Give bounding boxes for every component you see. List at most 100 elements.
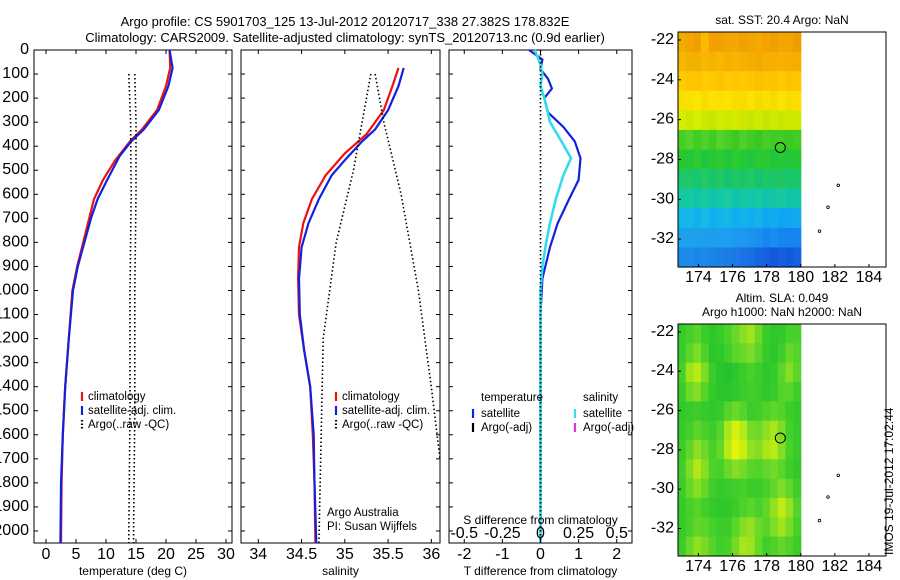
map-cell <box>708 129 717 151</box>
map-cell <box>678 227 687 249</box>
map-cell <box>739 440 748 460</box>
x-tick-label: 20 <box>157 546 175 563</box>
y-tick-label: 1600 <box>0 426 29 443</box>
map-x-tick-label: 182 <box>822 269 849 286</box>
map-cell <box>785 188 794 209</box>
map-cell <box>724 478 733 499</box>
map-cell <box>701 110 710 131</box>
map-cell <box>701 227 710 249</box>
map-cell <box>731 517 740 538</box>
map-cell <box>693 208 702 229</box>
map-cell <box>770 324 779 344</box>
secondary-tick-label: 0 <box>536 525 545 542</box>
map-cell <box>724 536 733 557</box>
imos-timestamp-label: IMOS 19-Jul-2012 17:02:44 <box>882 407 896 555</box>
map-x-tick-label: 178 <box>753 558 780 575</box>
map-cell <box>708 71 717 92</box>
map-cell <box>777 440 787 460</box>
map-cell <box>747 51 756 72</box>
map-cell <box>739 324 748 344</box>
map-cell <box>731 324 740 344</box>
x-tick-label: 36 <box>422 546 440 563</box>
x-tick-label: -1 <box>495 546 509 563</box>
y-tick-label: 900 <box>2 257 29 274</box>
y-tick-label: 1700 <box>0 450 29 467</box>
y-tick-label: 1000 <box>0 281 29 298</box>
map-cell <box>747 536 756 557</box>
map-cell <box>777 227 787 249</box>
sla-map-panel: 174 176 178 180 182 184 -22 -24 -26 -28 -30 -32 Alti… <box>651 291 887 575</box>
map-cell <box>777 401 787 422</box>
map-cell <box>793 517 802 538</box>
map-cell <box>785 129 794 151</box>
map-cell <box>770 227 779 249</box>
x-tick-label: 34 <box>249 546 267 563</box>
map-cell <box>762 71 771 92</box>
map-cell <box>793 129 802 151</box>
map-cell <box>762 382 771 402</box>
y-tick-label: 400 <box>2 137 29 154</box>
map-cell <box>685 32 694 53</box>
map-cell <box>762 32 771 53</box>
map-cell <box>754 90 763 111</box>
map-cell <box>739 149 748 170</box>
map-cell <box>785 110 794 131</box>
map-cell <box>701 324 710 344</box>
map-cell <box>739 401 748 422</box>
map-cell <box>754 188 763 209</box>
y-tick-label: 1500 <box>0 402 29 419</box>
map-cell <box>716 440 725 460</box>
map-cell <box>708 343 717 364</box>
map-x-tick-label: 178 <box>753 269 780 286</box>
annotation-text: PI: Susan Wijffels <box>327 521 417 533</box>
y-tick-label: 100 <box>2 65 29 82</box>
map-cell <box>731 382 740 402</box>
map-cell <box>678 343 687 364</box>
map-cell <box>777 208 787 229</box>
map-cell <box>716 343 725 364</box>
map-cell <box>747 227 756 249</box>
map-cell <box>724 208 733 229</box>
island-outline <box>826 205 830 209</box>
map-cell <box>762 110 771 131</box>
y-tick-label: 700 <box>2 209 29 226</box>
map-cell <box>731 129 740 151</box>
map-cell <box>785 478 794 499</box>
map-cell <box>777 32 787 53</box>
map-cell <box>716 536 725 557</box>
map-cell <box>708 51 717 72</box>
map-cell <box>793 227 802 249</box>
map-cell <box>777 247 787 268</box>
map-cell <box>678 71 687 92</box>
map-cell <box>708 536 717 557</box>
y-tick-label: 500 <box>2 161 29 178</box>
map-cell <box>716 169 725 190</box>
map-cell <box>785 420 794 441</box>
map-cell <box>739 32 748 53</box>
map-cell <box>762 247 771 268</box>
map-cell <box>678 149 687 170</box>
map-y-tick-label: -22 <box>651 31 674 48</box>
map-cell <box>708 169 717 190</box>
map-cell <box>739 382 748 402</box>
map-cell <box>701 343 710 364</box>
map-cell <box>716 382 725 402</box>
map-cell <box>739 71 748 92</box>
map-cell <box>777 459 787 480</box>
map-cell <box>777 90 787 111</box>
map-cell <box>678 90 687 111</box>
map-cell <box>754 71 763 92</box>
map-cell <box>708 324 717 344</box>
argo-location-marker <box>774 142 786 154</box>
map-cell <box>739 208 748 229</box>
map-cell <box>754 32 763 53</box>
map-y-tick-label: -22 <box>651 323 674 340</box>
map-cell <box>731 32 740 53</box>
map-cell <box>708 478 717 499</box>
series-line-differences-1 <box>533 49 573 543</box>
x-tick-label: 25 <box>187 546 205 563</box>
map-cell <box>762 188 771 209</box>
island-outline <box>817 518 822 523</box>
map-cell <box>739 188 748 209</box>
secondary-tick-label: 0.25 <box>563 525 594 542</box>
